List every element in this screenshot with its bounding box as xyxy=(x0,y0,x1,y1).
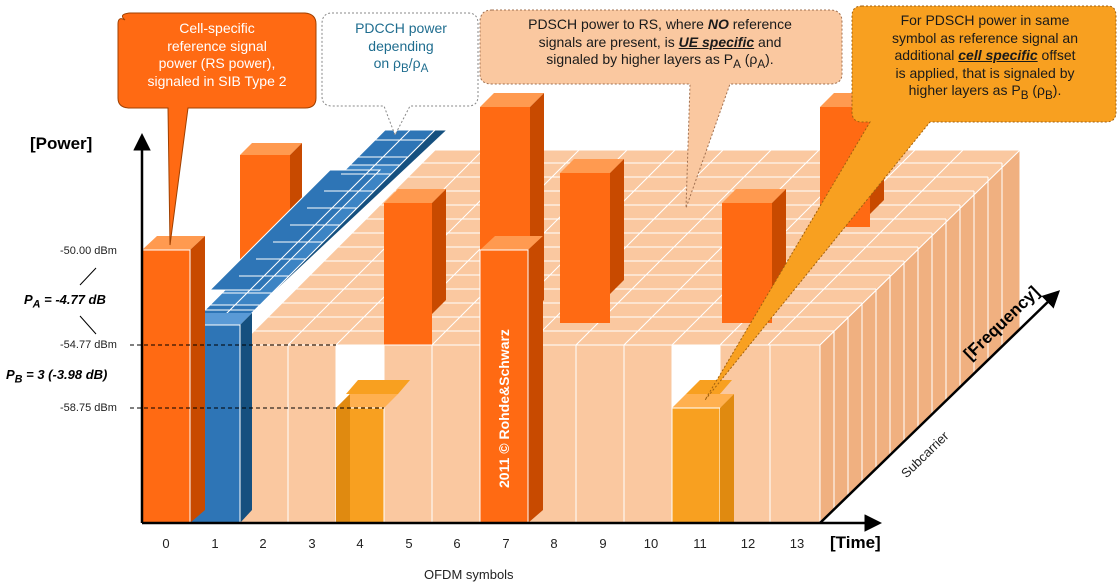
symbol-tick: 0 xyxy=(162,536,170,551)
rs-power-callout-text: Cell-specific reference signal power (RS… xyxy=(122,20,312,90)
emphasis: UE specific xyxy=(678,33,755,50)
callout-line: symbol as reference signal an xyxy=(892,29,1078,46)
symbol-tick: 3 xyxy=(308,536,316,551)
text: higher layers as P xyxy=(908,82,1021,98)
callout-line: signaled by higher layers as PA (ρA). xyxy=(484,51,836,72)
symbol-tick: 8 xyxy=(550,536,558,551)
pdcch-callout xyxy=(321,12,479,137)
text: PDSCH power to RS, where xyxy=(528,16,708,32)
emphasis: NO xyxy=(707,16,729,32)
callout-line: additional cell specific offset xyxy=(854,47,1116,65)
callout-line: For PDSCH power in same xyxy=(900,12,1070,28)
power-axis-label: [Power] xyxy=(30,134,93,153)
rs-power-callout xyxy=(117,12,317,246)
subscript: A xyxy=(733,57,741,71)
symbol-tick: 4 xyxy=(356,536,364,551)
subscript: A xyxy=(32,298,41,311)
pa-bracket-lower xyxy=(79,315,97,335)
pdcch-callout-text: PDCCH power depending on ρB/ρA xyxy=(326,20,476,76)
pa-level-label: -54.77 dBm xyxy=(60,339,117,351)
subscript: A xyxy=(757,57,766,71)
subscript: B xyxy=(1020,88,1029,102)
text: signals are present, is xyxy=(538,33,679,50)
text: on ρ xyxy=(373,55,401,71)
pdsch-b-step xyxy=(336,380,734,408)
pa-ratio: PA = -4.77 dB xyxy=(24,292,106,311)
emphasis: cell specific xyxy=(958,47,1038,63)
callout-line: higher layers as PB (ρB). xyxy=(854,82,1116,103)
rs-level-label: -50.00 dBm xyxy=(60,245,117,257)
side-wall-lines xyxy=(833,163,1003,510)
rs-front-column xyxy=(141,236,205,524)
text: P xyxy=(24,292,33,307)
text: reference xyxy=(728,16,792,32)
rs-tower xyxy=(384,189,446,345)
symbol-tick: 10 xyxy=(643,536,659,551)
text: /ρ xyxy=(408,55,421,71)
pdsch-a-callout-text: PDSCH power to RS, where NO reference si… xyxy=(484,16,836,72)
text: ). xyxy=(765,51,774,67)
time-axis-label: [Time] xyxy=(830,533,881,552)
callout-line: PDSCH power to RS, where NO reference xyxy=(484,16,836,34)
callout-line: depending xyxy=(368,37,434,54)
pdcch-blocks xyxy=(188,129,449,326)
symbol-tick: 6 xyxy=(453,536,461,551)
subscript: B xyxy=(14,373,23,386)
pdsch-b-column xyxy=(671,407,721,524)
callout-line: PDCCH power xyxy=(355,20,447,36)
callout-line: is applied, that is signaled by xyxy=(895,64,1075,81)
text: = -4.77 dB xyxy=(40,292,106,307)
text: ). xyxy=(1052,82,1062,98)
rs-front-column xyxy=(479,236,543,524)
symbol-tick: 11 xyxy=(693,536,707,551)
subscript: B xyxy=(1045,88,1053,102)
pdsch-b-callout xyxy=(704,5,1117,401)
text: signaled by higher layers as P xyxy=(546,51,734,67)
callout-line: reference signal xyxy=(167,37,267,54)
pb-ratio: PB = 3 (-3.98 dB) xyxy=(6,367,107,386)
callout-line: signaled in SIB Type 2 xyxy=(147,72,287,89)
symbol-tick: 5 xyxy=(405,536,413,551)
ofdm-symbols-label: OFDM symbols xyxy=(424,567,514,582)
pdsch-a-callout xyxy=(479,9,843,209)
symbol-tick: 7 xyxy=(502,536,510,551)
copyright-watermark: 2011 © Rohde&Schwarz xyxy=(496,329,512,488)
symbol-tick: 13 xyxy=(789,536,805,551)
text: and xyxy=(754,33,782,50)
text: (ρ xyxy=(740,51,758,67)
pdsch-b-callout-text: For PDSCH power in same symbol as refere… xyxy=(854,12,1116,103)
callout-line: on ρB/ρA xyxy=(326,55,476,76)
callout-line: Cell-specific xyxy=(179,20,255,36)
symbol-tick: 2 xyxy=(259,536,267,551)
pdsch-b-side xyxy=(336,394,350,523)
rs-tower xyxy=(560,159,624,323)
subscript: B xyxy=(401,61,409,75)
symbol-tick: 1 xyxy=(211,536,219,551)
symbol-tick: 12 xyxy=(740,536,756,551)
text: (ρ xyxy=(1028,82,1045,98)
symbol-tick: 9 xyxy=(599,536,607,551)
callout-line: signals are present, is UE specific and xyxy=(484,34,836,52)
text: = 3 (-3.98 dB) xyxy=(22,367,108,382)
pa-bracket-upper xyxy=(79,267,97,286)
pb-level-label: -58.75 dBm xyxy=(60,402,117,414)
subscript: A xyxy=(420,61,429,75)
text: P xyxy=(6,367,15,382)
frequency-axis xyxy=(819,290,1061,524)
text: offset xyxy=(1037,47,1076,63)
text: additional xyxy=(894,47,959,63)
pdsch-b-side xyxy=(720,394,734,523)
callout-line: power (RS power), xyxy=(158,55,276,71)
